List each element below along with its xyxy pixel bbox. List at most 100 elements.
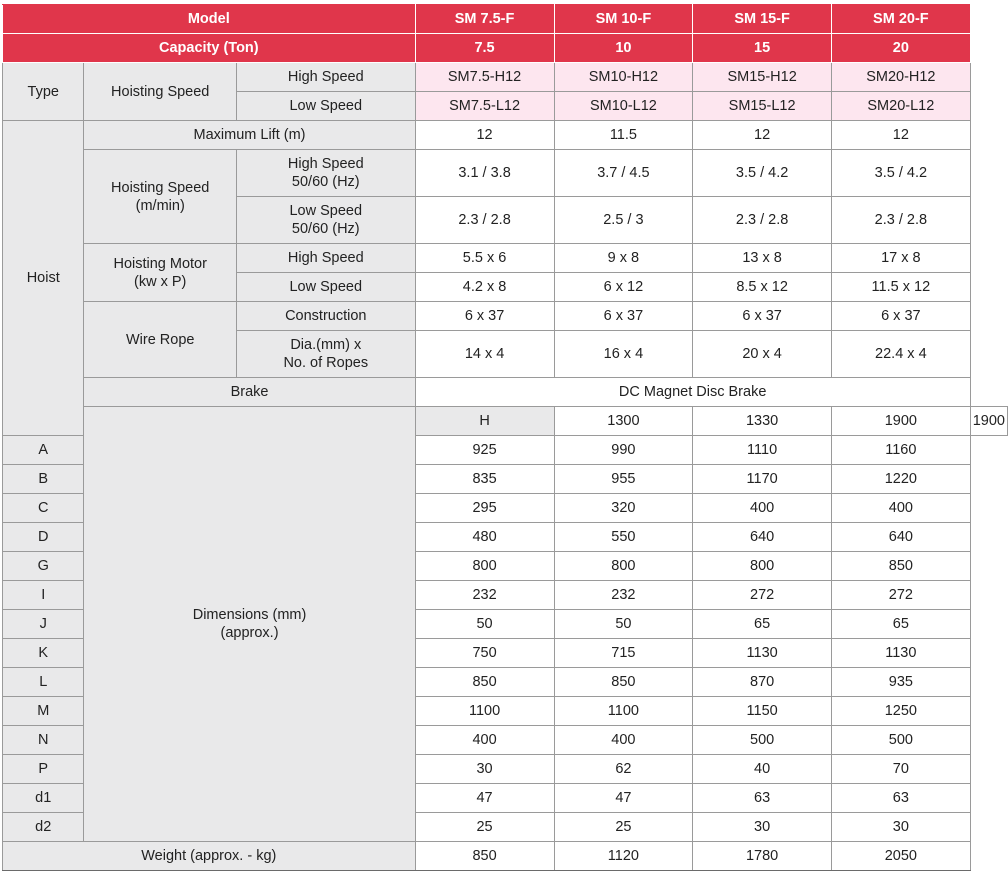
dim-cell: 400 bbox=[414, 725, 555, 755]
dim-cell: 400 bbox=[692, 493, 832, 523]
capacity-row: Capacity (Ton) 7.5 10 15 20 bbox=[2, 33, 1008, 63]
hoist-speed-label-line: Hoisting Speed bbox=[111, 179, 210, 196]
type-high-cell: SM10-H12 bbox=[553, 62, 694, 92]
hoist-speed-high-label-line: 50/60 (Hz) bbox=[291, 174, 360, 190]
model-cell: SM 15-F bbox=[692, 4, 832, 34]
dim-row: P 30 62 40 70 bbox=[1, 754, 1008, 784]
dia-label-line: No. of Ropes bbox=[283, 355, 369, 371]
dim-cell: 70 bbox=[830, 754, 971, 784]
dim-key: C bbox=[1, 493, 85, 523]
construction-cell: 6 x 37 bbox=[414, 301, 555, 331]
motor-high-cell: 9 x 8 bbox=[553, 243, 694, 273]
dim-cell: 400 bbox=[830, 493, 971, 523]
dimensions-label: Dimensions (mm) (approx.) bbox=[83, 406, 416, 842]
dim-cell: 870 bbox=[692, 667, 832, 697]
dim-key: I bbox=[1, 580, 85, 610]
dim-cell: 400 bbox=[553, 725, 694, 755]
type-low-cell: SM15-L12 bbox=[692, 91, 832, 121]
dim-row: L 850 850 870 935 bbox=[1, 667, 1008, 697]
dim-cell: 550 bbox=[553, 522, 694, 552]
dim-cell: 935 bbox=[830, 667, 971, 697]
dim-key: L bbox=[1, 667, 85, 697]
dim-cell: 1100 bbox=[553, 696, 694, 726]
dim-row: M 1100 1100 1150 1250 bbox=[1, 696, 1008, 726]
capacity-cell: 7.5 bbox=[414, 33, 555, 63]
dim-cell: 232 bbox=[414, 580, 555, 610]
dim-cell: 640 bbox=[830, 522, 971, 552]
construction-label: Construction bbox=[235, 301, 416, 331]
dim-cell: 1330 bbox=[692, 406, 832, 436]
dim-cell: 320 bbox=[553, 493, 694, 523]
dim-cell: 800 bbox=[553, 551, 694, 581]
capacity-cell: 20 bbox=[830, 33, 971, 63]
dia-cell: 22.4 x 4 bbox=[830, 330, 971, 378]
max-lift-cell: 11.5 bbox=[553, 120, 694, 150]
dim-cell: 30 bbox=[414, 754, 555, 784]
dim-cell: 47 bbox=[553, 783, 694, 813]
dim-cell: 715 bbox=[553, 638, 694, 668]
dim-cell: 750 bbox=[414, 638, 555, 668]
type-low-row: Low Speed SM7.5-L12 SM10-L12 SM15-L12 SM… bbox=[3, 91, 1008, 121]
dim-row: C 295 320 400 400 bbox=[1, 493, 1008, 523]
weight-label: Weight (approx. - kg) bbox=[2, 841, 416, 871]
dim-cell: 925 bbox=[414, 435, 555, 465]
dim-key: J bbox=[1, 609, 85, 639]
hoist-speed-label-line: (m/min) bbox=[135, 197, 185, 214]
hoist-speed-low-cell: 2.3 / 2.8 bbox=[692, 196, 832, 244]
motor-low-cell: 6 x 12 bbox=[553, 272, 694, 302]
hoist-speed-low-label-line: Low Speed bbox=[289, 203, 363, 219]
weight-row: Weight (approx. - kg) 850 1120 1780 2050 bbox=[2, 841, 1008, 871]
hoist-speed-low-label-line: 50/60 (Hz) bbox=[291, 221, 360, 237]
dim-cell: 500 bbox=[830, 725, 971, 755]
dim-cell: 800 bbox=[692, 551, 832, 581]
type-high-row: Type Hoisting Speed High Speed SM7.5-H12… bbox=[1, 62, 1008, 121]
dim-cell: 1300 bbox=[553, 406, 694, 436]
dim-cell: 1150 bbox=[692, 696, 832, 726]
model-label: Model bbox=[2, 4, 416, 34]
motor-high-cell: 13 x 8 bbox=[692, 243, 832, 273]
hoist-speed-high-cell: 3.1 / 3.8 bbox=[414, 149, 555, 197]
brake-row: Brake DC Magnet Disc Brake bbox=[3, 377, 1008, 407]
dim-cell: 30 bbox=[692, 812, 832, 842]
type-high-cell: SM15-H12 bbox=[692, 62, 832, 92]
dim-row: Dimensions (mm) (approx.) H 1300 1330 19… bbox=[3, 406, 1008, 842]
dia-row: Dia.(mm) x No. of Ropes 14 x 4 16 x 4 20… bbox=[3, 330, 1008, 378]
hoist-speed-high-cell: 3.5 / 4.2 bbox=[692, 149, 832, 197]
motor-high-cell: 5.5 x 6 bbox=[414, 243, 555, 273]
dim-cell: 1100 bbox=[414, 696, 555, 726]
construction-row: Wire Rope Construction 6 x 37 6 x 37 6 x… bbox=[3, 301, 1008, 378]
hoist-speed-high-row: Hoisting Speed (m/min) High Speed 50/60 … bbox=[3, 149, 1008, 244]
construction-cell: 6 x 37 bbox=[830, 301, 971, 331]
type-label: Type bbox=[1, 62, 85, 121]
dim-cell: 40 bbox=[692, 754, 832, 784]
dim-key: d2 bbox=[1, 812, 85, 842]
dim-cell: 800 bbox=[414, 551, 555, 581]
dim-row: D 480 550 640 640 bbox=[1, 522, 1008, 552]
dim-cell: 1130 bbox=[830, 638, 971, 668]
dim-cell: 63 bbox=[692, 783, 832, 813]
dia-cell: 14 x 4 bbox=[414, 330, 555, 378]
type-low-speed-label: Low Speed bbox=[235, 91, 416, 121]
hoist-label: Hoist bbox=[1, 120, 85, 436]
dim-key: K bbox=[1, 638, 85, 668]
dim-key: d1 bbox=[1, 783, 85, 813]
type-hoisting-speed-label: Hoisting Speed bbox=[83, 62, 237, 121]
dim-cell: 850 bbox=[830, 551, 971, 581]
type-high-speed-label: High Speed bbox=[235, 62, 416, 92]
dim-cell: 272 bbox=[692, 580, 832, 610]
capacity-cell: 15 bbox=[692, 33, 832, 63]
dim-row: A 925 990 1110 1160 bbox=[1, 435, 1008, 465]
dim-cell: 1900 bbox=[830, 406, 971, 436]
dim-cell: 850 bbox=[414, 667, 555, 697]
dim-key: B bbox=[1, 464, 85, 494]
max-lift-cell: 12 bbox=[414, 120, 555, 150]
dim-cell: 850 bbox=[553, 667, 694, 697]
dim-row: N 400 400 500 500 bbox=[1, 725, 1008, 755]
dim-cell: 955 bbox=[553, 464, 694, 494]
dim-cell: 640 bbox=[692, 522, 832, 552]
max-lift-cell: 12 bbox=[692, 120, 832, 150]
type-high-cell: SM20-H12 bbox=[830, 62, 971, 92]
model-cell: SM 7.5-F bbox=[414, 4, 555, 34]
type-low-cell: SM7.5-L12 bbox=[414, 91, 555, 121]
brake-value: DC Magnet Disc Brake bbox=[414, 377, 971, 407]
